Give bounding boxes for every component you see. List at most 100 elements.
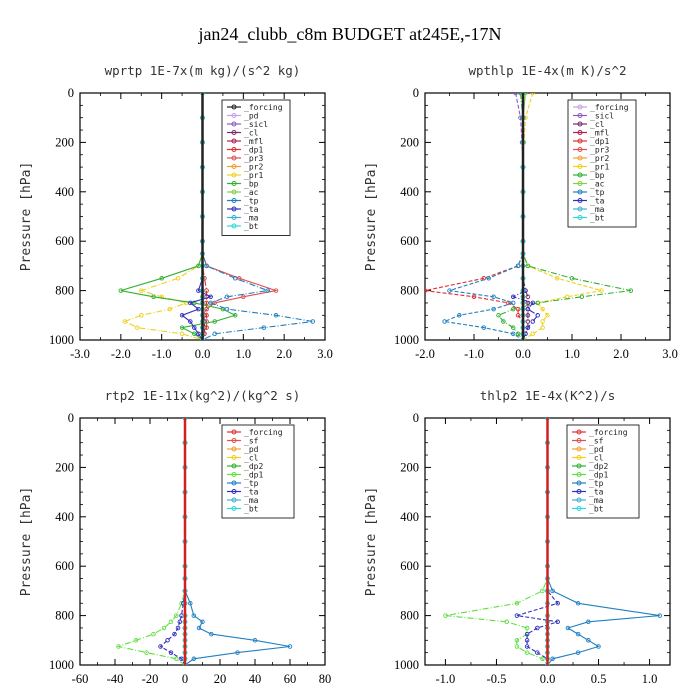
y-axis-label: Pressure [hPa] [364, 162, 379, 272]
x-tick-label: 1.0 [236, 347, 252, 361]
data-point [209, 631, 214, 637]
series-line [516, 418, 559, 665]
data-point [496, 313, 501, 318]
data-point [183, 300, 189, 306]
legend-label: _sf [244, 437, 259, 446]
legend-label: _mfl [590, 129, 609, 138]
data-point [524, 650, 530, 655]
x-tick-label: 0.0 [540, 672, 556, 686]
x-tick-label: 2.0 [276, 347, 292, 361]
panel-title: thlp2 1E-4x(K^2)/s [480, 388, 615, 403]
data-point [540, 306, 545, 312]
y-tick-label: 1000 [49, 333, 74, 347]
legend-marker [231, 206, 237, 212]
legend-marker [231, 138, 237, 144]
chart-panel-2: wpthlp 1E-4x(m K)/s^2 Pressure [hPa] 0 200 4… [364, 63, 678, 361]
y-tick-label: 800 [400, 284, 419, 298]
y-tick-label: 1000 [49, 658, 74, 672]
data-point [596, 644, 601, 649]
data-point [510, 325, 516, 330]
legend-marker [576, 429, 582, 435]
legend-label: _bp [590, 171, 605, 180]
legend-label: _cl [590, 120, 605, 129]
x-tick-label: 0.5 [591, 672, 607, 686]
legend-label: _dp1 [244, 471, 263, 480]
legend-marker [577, 113, 583, 118]
data-point [535, 300, 540, 306]
data-point [524, 638, 530, 643]
data-point [599, 288, 604, 293]
data-point [224, 306, 230, 312]
data-point [481, 325, 487, 330]
legend-marker [231, 113, 237, 118]
y-tick-label: 0 [413, 411, 419, 425]
legend-marker [576, 463, 582, 469]
data-point [524, 631, 530, 637]
x-tick-label: -0.5 [487, 672, 507, 686]
x-tick-label: 0.0 [195, 347, 211, 361]
legend-marker [231, 164, 237, 169]
data-point [525, 325, 531, 330]
data-point [443, 613, 448, 618]
data-point [287, 644, 293, 649]
legend-label: _ta [244, 205, 259, 214]
data-point [510, 300, 516, 306]
data-point [168, 619, 174, 625]
data-point [628, 288, 634, 293]
data-point [204, 288, 209, 293]
data-point [457, 313, 462, 318]
data-point [550, 656, 555, 662]
data-point [174, 613, 179, 618]
data-point [575, 631, 581, 637]
legend-label: _cl [244, 129, 259, 138]
data-point [159, 294, 164, 300]
data-point [161, 625, 167, 631]
data-point [188, 601, 193, 606]
data-point [535, 625, 540, 631]
legend-marker [577, 121, 583, 127]
data-point [657, 613, 663, 618]
legend-label: _pr1 [590, 163, 609, 172]
legend-label: _forcing [244, 103, 283, 112]
y-tick-label: 1000 [394, 658, 419, 672]
data-point [167, 306, 173, 312]
data-point [158, 644, 163, 649]
data-point [510, 306, 516, 312]
legend-marker [231, 489, 237, 494]
data-point [224, 294, 230, 300]
data-point [208, 294, 213, 300]
legend-marker [231, 472, 237, 477]
legend-label: _pr2 [590, 154, 609, 163]
legend-label: _ac [244, 188, 259, 197]
data-point [525, 294, 531, 300]
legend-label: _tp [244, 197, 259, 206]
data-point [513, 93, 518, 96]
legend-label: _bt [590, 214, 605, 223]
x-tick-label: -2.0 [111, 347, 131, 361]
data-point [177, 619, 183, 625]
data-point [232, 313, 238, 318]
x-tick-label: -1.0 [464, 347, 484, 361]
legend-label: _bt [244, 505, 259, 514]
y-tick-label: 400 [55, 510, 74, 524]
x-tick-label: -60 [72, 672, 89, 686]
legend-label: _pr2 [244, 163, 263, 172]
x-tick-label: -1.0 [152, 347, 172, 361]
data-point [525, 300, 531, 306]
data-point [530, 331, 536, 337]
data-point [172, 631, 177, 637]
data-point [425, 288, 428, 293]
x-tick-label: 0.0 [515, 347, 531, 361]
data-point [212, 319, 217, 324]
data-point [212, 331, 217, 337]
legend-label: _ta [244, 488, 259, 497]
legend-label: _forcing [590, 103, 629, 112]
legend-label: _tp [590, 188, 605, 197]
data-point [174, 656, 179, 662]
legend: _forcing_sicl_cl_mfl_dp1_pr3_pr2_pr1_bp_… [567, 99, 637, 228]
data-point [510, 294, 516, 300]
y-tick-label: 0 [413, 86, 419, 100]
data-point [139, 313, 144, 318]
legend-marker [576, 446, 582, 452]
